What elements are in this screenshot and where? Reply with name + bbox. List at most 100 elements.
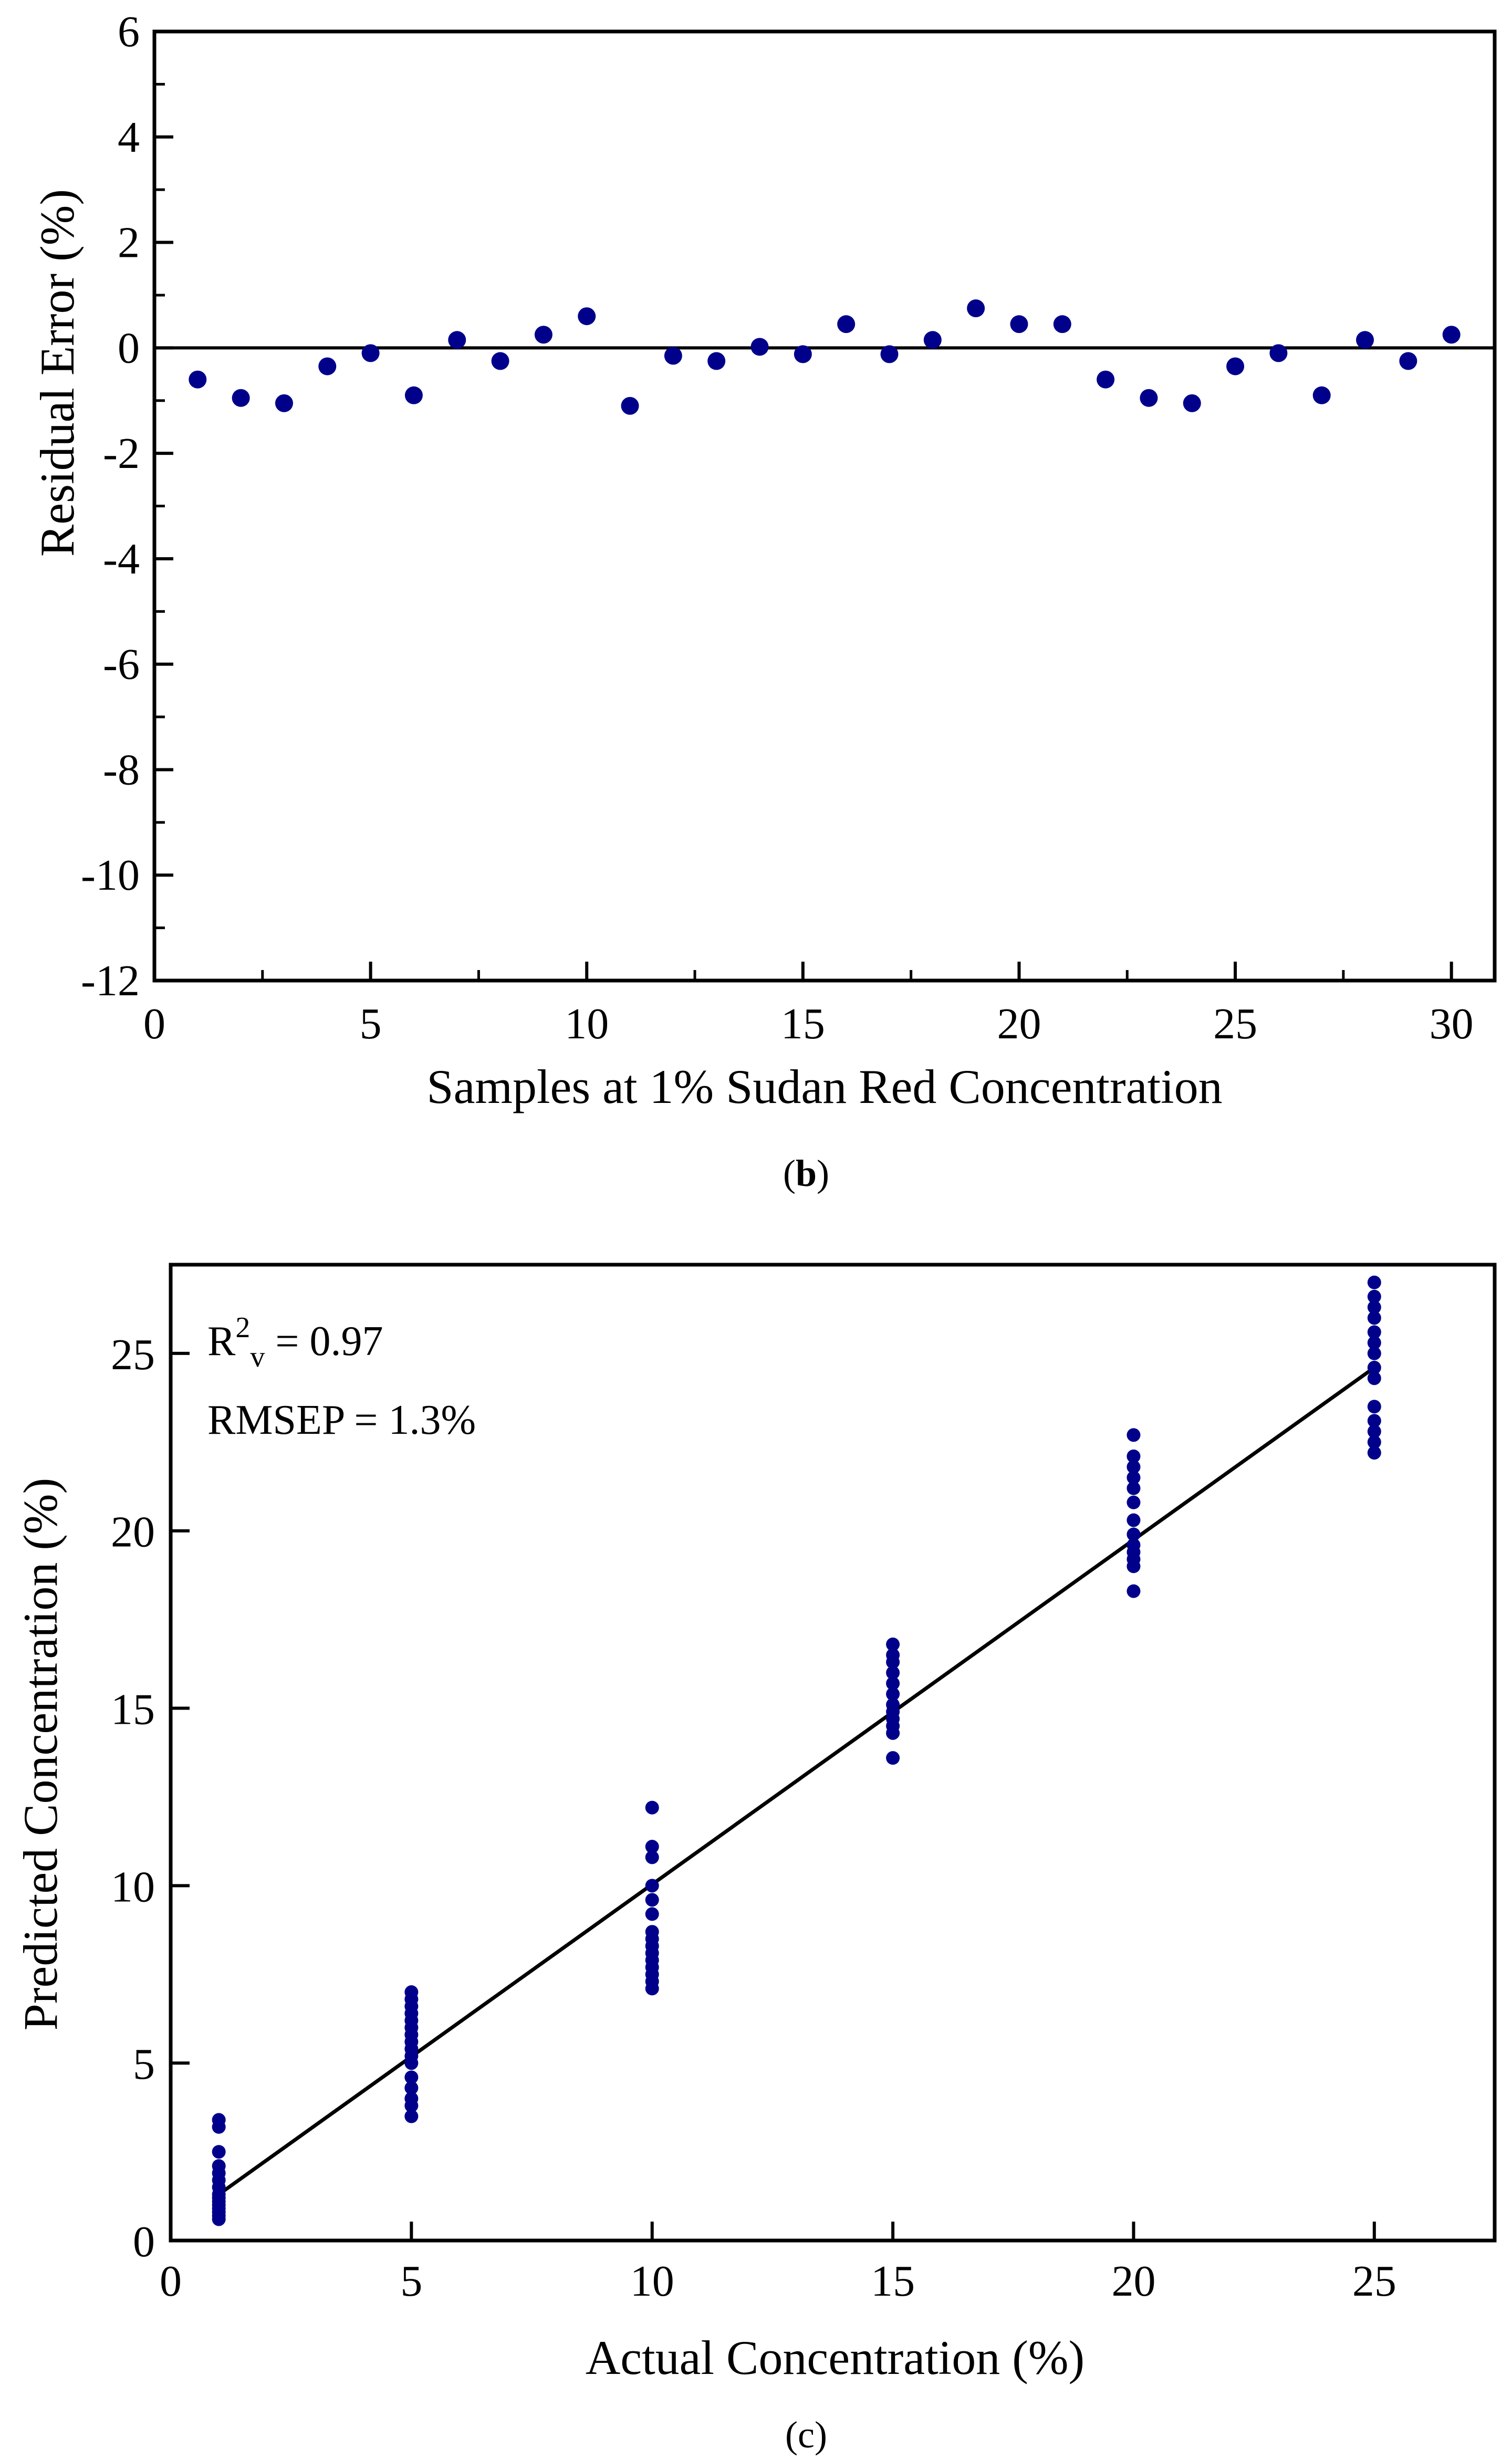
residual-point xyxy=(1356,331,1374,349)
y-tick-label: 2 xyxy=(118,218,140,267)
residual-point xyxy=(1312,386,1331,404)
prediction-chart: 0 5 10 15 20 25 0 5 10 15 20 25 R2v = 0.97 RMSEP = … xyxy=(14,1263,1497,2456)
prediction-point xyxy=(1127,1495,1141,1509)
y-tick-label: -12 xyxy=(81,956,140,1005)
residual-chart: 0 5 10 15 20 25 30 -12 -10 -8 -6 -4 -2 0 2 4 6 Samples a… xyxy=(30,7,1497,1194)
panel-label-b: (b) xyxy=(783,1152,829,1194)
residual-point xyxy=(1097,370,1115,389)
residual-point xyxy=(232,389,250,407)
prediction-point xyxy=(212,2113,226,2127)
prediction-point xyxy=(212,2159,226,2173)
residual-point xyxy=(750,338,769,356)
prediction-point xyxy=(404,2109,419,2123)
prediction-point xyxy=(1367,1400,1381,1414)
residual-point xyxy=(448,331,466,349)
residual-point xyxy=(318,357,337,376)
y-tick-label: 0 xyxy=(118,324,140,372)
prediction-point xyxy=(1127,1460,1141,1474)
x-tick-label: 15 xyxy=(781,999,825,1048)
prediction-point xyxy=(404,1985,419,1999)
prediction-point xyxy=(1367,1336,1381,1350)
residual-point xyxy=(1399,352,1417,370)
x-tick-label: 20 xyxy=(1111,2257,1155,2306)
x-tick-label: 30 xyxy=(1430,999,1474,1048)
residual-point xyxy=(794,345,812,363)
y-tick-label: -10 xyxy=(81,851,140,900)
residual-point xyxy=(967,299,985,318)
residual-point xyxy=(491,352,509,370)
panel-label-c: (c) xyxy=(785,2414,827,2456)
y-tick-label: 0 xyxy=(133,2217,155,2266)
prediction-point xyxy=(404,2091,419,2106)
x-tick-label: 10 xyxy=(565,999,609,1048)
prediction-point xyxy=(1127,1527,1141,1541)
prediction-point xyxy=(645,1850,659,1864)
residual-point xyxy=(1183,394,1201,412)
residual-point xyxy=(1226,357,1245,376)
prediction-point xyxy=(1127,1538,1141,1552)
x-tick-label: 5 xyxy=(400,2257,422,2306)
prediction-point xyxy=(645,1800,659,1815)
prediction-points xyxy=(212,1275,1381,2226)
residual-y-axis-title: Residual Error (%) xyxy=(30,189,84,557)
prediction-point xyxy=(1367,1300,1381,1315)
prediction-point xyxy=(212,2145,226,2159)
y-tick-label: 10 xyxy=(111,1862,155,1911)
x-tick-label: 25 xyxy=(1352,2257,1396,2306)
residual-x-axis-title: Samples at 1% Sudan Red Concentration xyxy=(426,1060,1222,1113)
prediction-point xyxy=(1367,1311,1381,1325)
prediction-point xyxy=(1127,1449,1141,1463)
residual-point xyxy=(1140,389,1158,407)
x-tick-label: 25 xyxy=(1213,999,1257,1048)
prediction-x-axis-title: Actual Concentration (%) xyxy=(586,2331,1085,2384)
prediction-point xyxy=(1127,1513,1141,1527)
prediction-point xyxy=(1367,1435,1381,1449)
residual-point xyxy=(275,394,293,412)
x-tick-label: 0 xyxy=(160,2257,182,2306)
prediction-point xyxy=(1367,1346,1381,1360)
y-tick-label: -8 xyxy=(103,745,140,794)
residual-point xyxy=(880,345,899,363)
prediction-point xyxy=(886,1676,900,1691)
residual-point xyxy=(189,370,207,389)
prediction-point xyxy=(1367,1275,1381,1289)
residual-points xyxy=(189,299,1461,415)
prediction-point xyxy=(645,1879,659,1893)
prediction-point xyxy=(886,1665,900,1680)
prediction-point xyxy=(1367,1360,1381,1374)
prediction-point xyxy=(1127,1481,1141,1495)
regression-line xyxy=(217,1366,1375,2196)
prediction-point xyxy=(645,1907,659,1921)
prediction-point xyxy=(404,2081,419,2095)
residual-point xyxy=(1269,344,1288,362)
x-tick-label: 10 xyxy=(630,2257,674,2306)
prediction-point xyxy=(1127,1584,1141,1598)
prediction-point xyxy=(645,1925,659,1939)
prediction-tick-labels: 0 5 10 15 20 25 0 5 10 15 20 25 xyxy=(111,1330,1396,2306)
residual-point xyxy=(1010,315,1028,334)
prediction-point xyxy=(404,2070,419,2085)
x-tick-label: 5 xyxy=(360,999,382,1048)
prediction-point xyxy=(886,1637,900,1651)
prediction-point xyxy=(1127,1471,1141,1485)
y-tick-label: -6 xyxy=(103,640,140,689)
prediction-point xyxy=(886,1687,900,1701)
y-tick-label: -4 xyxy=(103,535,140,584)
residual-point xyxy=(707,352,726,370)
y-tick-label: -2 xyxy=(103,429,140,478)
prediction-point xyxy=(1367,1424,1381,1439)
prediction-axis-ticks xyxy=(169,1351,1376,2242)
y-tick-label: 15 xyxy=(111,1685,155,1734)
prediction-point xyxy=(645,1893,659,1907)
prediction-point xyxy=(1367,1289,1381,1304)
residual-point xyxy=(837,315,856,334)
prediction-point xyxy=(645,1840,659,1854)
r2-annotation: R2v = 0.97 xyxy=(207,1311,383,1373)
x-tick-label: 20 xyxy=(997,999,1041,1048)
prediction-point xyxy=(886,1697,900,1712)
prediction-point xyxy=(886,1751,900,1765)
y-tick-label: 25 xyxy=(111,1330,155,1379)
x-tick-label: 15 xyxy=(871,2257,915,2306)
residual-point xyxy=(404,386,423,404)
